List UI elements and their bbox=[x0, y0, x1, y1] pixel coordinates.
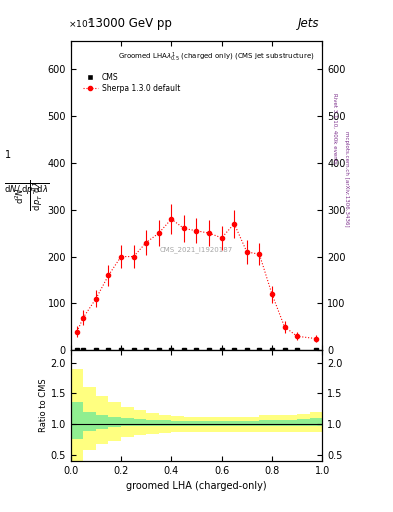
Y-axis label: $\mathrm{d}^2\!N$
$\overline{\mathrm{d}\,p_T\;\mathrm{d}\,\lambda}$: $\mathrm{d}^2\!N$ $\overline{\mathrm{d}\… bbox=[14, 180, 44, 211]
X-axis label: groomed LHA (charged-only): groomed LHA (charged-only) bbox=[126, 481, 267, 491]
Text: $\overline{\mathrm{d}N\,/\,\mathrm{d}p_T\,\mathrm{d}\lambda}$: $\overline{\mathrm{d}N\,/\,\mathrm{d}p_T… bbox=[4, 181, 49, 198]
Text: Groomed LHA$\lambda^1_{0.5}$ (charged only) (CMS jet substructure): Groomed LHA$\lambda^1_{0.5}$ (charged on… bbox=[118, 50, 315, 63]
Text: CMS_2021_I1920187: CMS_2021_I1920187 bbox=[160, 246, 233, 253]
Text: $\mathrm{1}$: $\mathrm{1}$ bbox=[4, 147, 11, 160]
Text: mcplots.cern.ch [arXiv:1306.3436]: mcplots.cern.ch [arXiv:1306.3436] bbox=[344, 132, 349, 227]
Text: Rivet 3.1.10, 400k events: Rivet 3.1.10, 400k events bbox=[332, 93, 337, 163]
Text: Jets: Jets bbox=[298, 17, 320, 30]
Y-axis label: Ratio to CMS: Ratio to CMS bbox=[39, 379, 48, 432]
Text: $\times 10^2$: $\times 10^2$ bbox=[68, 18, 93, 30]
Legend: CMS, Sherpa 1.3.0 default: CMS, Sherpa 1.3.0 default bbox=[80, 70, 183, 96]
Text: 13000 GeV pp: 13000 GeV pp bbox=[88, 17, 172, 30]
